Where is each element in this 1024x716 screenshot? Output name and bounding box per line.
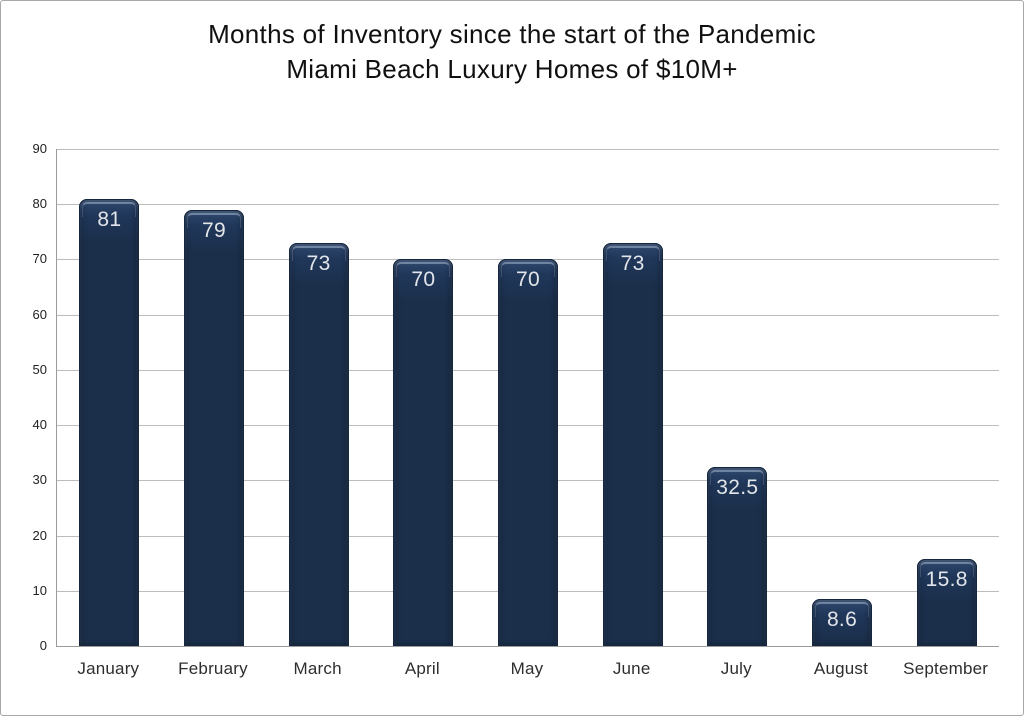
- bar-value-label: 73: [306, 251, 331, 275]
- bar-value-label: 70: [516, 268, 540, 292]
- bar-value-label: 73: [620, 251, 645, 275]
- bar-value-label: 8.6: [826, 607, 858, 631]
- y-axis-tick-label: 0: [39, 638, 47, 653]
- bar-value-label: 79: [202, 218, 226, 242]
- bar-value-label: 32.5: [716, 475, 759, 499]
- bar-value-label: 81: [97, 207, 122, 231]
- bar-august: 8.6: [812, 598, 872, 646]
- y-axis: 0 10 20 30 40 50 60 70 80 90: [1, 141, 47, 653]
- bar-april: 70: [393, 259, 454, 646]
- x-axis-category-label: June: [612, 659, 651, 678]
- gridline-y-90: [57, 149, 999, 150]
- bar-january: 81: [79, 198, 140, 646]
- y-axis-tick-label: 90: [32, 141, 47, 156]
- y-axis-tick-label: 20: [32, 527, 47, 543]
- y-axis-tick-label: 10: [32, 582, 47, 598]
- x-axis-category-label: August: [813, 659, 869, 678]
- chart-title-line-1: Months of Inventory since the start of t…: [208, 19, 816, 49]
- x-axis-category-label: July: [720, 659, 752, 678]
- gridline-y-80: [57, 204, 999, 206]
- x-axis-category-label: February: [178, 659, 248, 678]
- x-axis-category-label: September: [903, 659, 989, 678]
- x-axis-category-label: March: [293, 659, 342, 678]
- plot-area: 81 79 73 70 70 73 32.5 8.6 15.8: [56, 149, 999, 647]
- bar-value-label: 70: [411, 268, 436, 292]
- chart-title: Months of Inventory since the start of t…: [1, 17, 1023, 87]
- y-axis-tick-label: 30: [32, 472, 47, 488]
- y-axis-tick-label: 80: [32, 196, 47, 212]
- y-axis-tick-label: 50: [32, 361, 47, 377]
- bar-february: 79: [183, 209, 244, 646]
- y-axis-tick-label: 70: [32, 251, 47, 267]
- bar-value-label: 15.8: [925, 567, 968, 591]
- x-axis-category-label: April: [404, 659, 440, 678]
- x-axis: January February March April May June July Augu…: [56, 659, 998, 689]
- bar-may: 70: [498, 259, 558, 646]
- bar-june: 73: [602, 242, 663, 646]
- bar-september: 15.8: [916, 558, 977, 646]
- chart-title-line-2: Miami Beach Luxury Homes of $10M+: [286, 54, 738, 84]
- bar-march: 73: [288, 242, 349, 646]
- x-axis-category-label: January: [77, 659, 140, 678]
- y-axis-tick-label: 60: [32, 306, 47, 322]
- y-axis-tick-label: 40: [32, 417, 47, 433]
- bar-july: 32.5: [707, 466, 768, 646]
- x-axis-category-label: May: [510, 659, 544, 678]
